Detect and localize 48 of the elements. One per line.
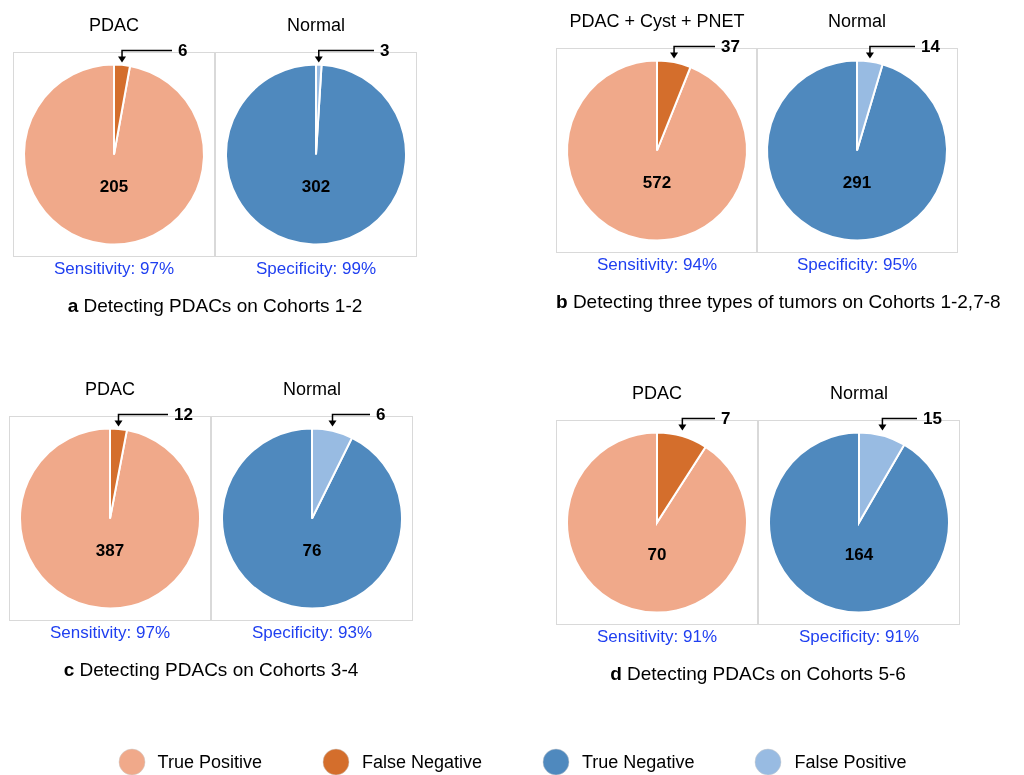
data-label: 12 (174, 405, 193, 424)
data-label: 15 (923, 409, 942, 428)
pie-slice (566, 431, 748, 614)
chart-title: Normal (829, 383, 888, 403)
chart-title: PDAC (84, 379, 135, 399)
chart-title: PDAC (631, 383, 682, 403)
text: Sensitivity: 97% (49, 623, 171, 643)
text: Sensitivity: 97% (53, 259, 175, 279)
legend-label: True Negative (582, 751, 695, 773)
text: Specificity: 95% (796, 255, 918, 275)
pie-slice (768, 431, 950, 614)
data-label: 14 (921, 37, 941, 56)
chart-title: PDAC (88, 15, 139, 35)
text: Specificity: 93% (251, 623, 373, 643)
text: d Detecting PDACs on Cohorts 5-6 (610, 663, 906, 684)
chart-title: Normal (827, 11, 886, 31)
pie-slice (19, 427, 201, 610)
data-label: 70 (647, 545, 667, 565)
text: b Detecting three types of tumors on Cohorts 1-2,7-8 (556, 291, 1001, 312)
text: a Detecting PDACs on Cohorts 1-2 (67, 295, 363, 316)
chart-title: Normal (286, 15, 345, 35)
legend-label: False Positive (794, 751, 907, 773)
legend-label: True Positive (157, 751, 262, 773)
data-label: 7 (721, 409, 731, 428)
data-label: 3 (380, 41, 390, 60)
chart-title: PDAC + Cyst + PNET (569, 11, 745, 31)
text: Sensitivity: 91% (596, 627, 718, 647)
data-label: 37 (721, 37, 740, 56)
chart-title: Normal (282, 379, 341, 399)
text: Specificity: 99% (255, 259, 377, 279)
pie-slice (566, 59, 748, 242)
data-label: 6 (376, 405, 386, 424)
legend-label: False Negative (361, 751, 482, 773)
data-label: 6 (178, 41, 188, 60)
pie-slice (225, 63, 407, 246)
text: Specificity: 91% (798, 627, 920, 647)
pie-slice (23, 63, 205, 246)
text: c Detecting PDACs on Cohorts 3-4 (63, 659, 359, 680)
data-label: 572 (642, 173, 672, 193)
data-label: 76 (302, 541, 322, 561)
data-label: 164 (844, 545, 874, 565)
data-label: 291 (842, 173, 872, 193)
text: Sensitivity: 94% (596, 255, 718, 275)
data-label: 302 (301, 177, 331, 197)
data-label: 205 (99, 177, 129, 197)
pie-slice (221, 427, 403, 610)
data-label: 387 (95, 541, 125, 561)
pie-slice (766, 59, 948, 242)
